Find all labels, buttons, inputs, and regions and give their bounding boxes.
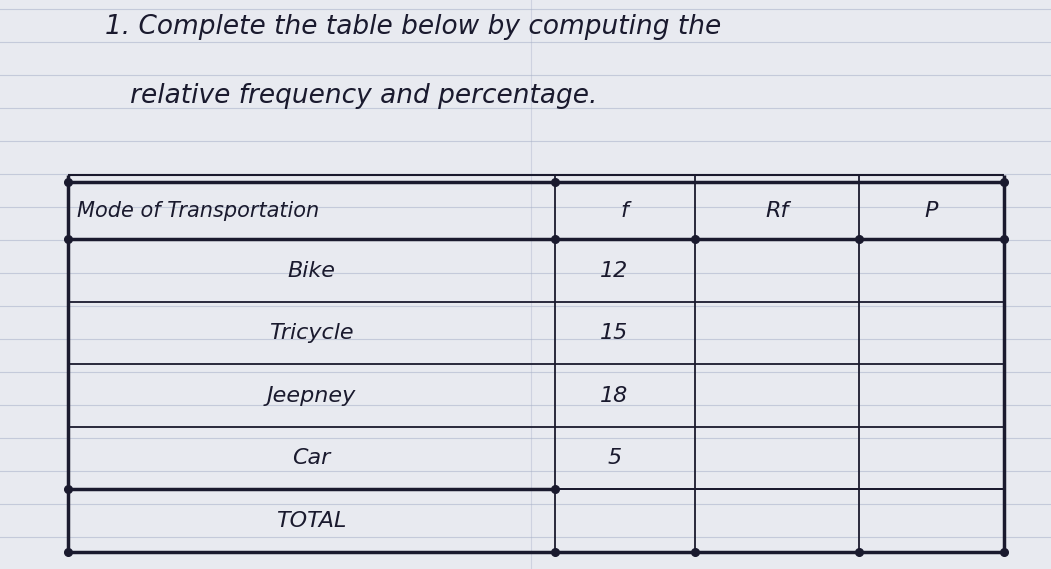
Text: 15: 15 <box>600 323 628 343</box>
Text: Car: Car <box>292 448 331 468</box>
Text: 18: 18 <box>600 386 628 406</box>
Text: P: P <box>925 201 937 221</box>
Text: 12: 12 <box>600 261 628 281</box>
Text: f: f <box>621 201 628 221</box>
Text: relative frequency and percentage.: relative frequency and percentage. <box>105 83 597 109</box>
Text: Tricycle: Tricycle <box>269 323 354 343</box>
Text: TOTAL: TOTAL <box>276 511 347 531</box>
Text: Bike: Bike <box>288 261 335 281</box>
Text: Jeepney: Jeepney <box>267 386 356 406</box>
Text: 1. Complete the table below by computing the: 1. Complete the table below by computing… <box>105 14 721 40</box>
Text: 5: 5 <box>607 448 621 468</box>
Text: Mode of Transportation: Mode of Transportation <box>77 201 318 221</box>
Text: Rf: Rf <box>765 201 788 221</box>
